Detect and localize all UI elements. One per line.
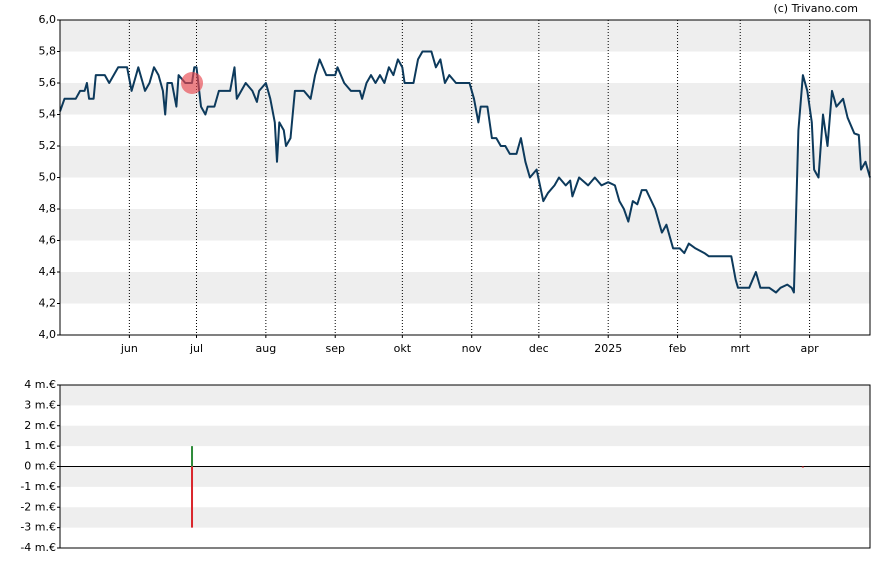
x-tick-label: jul <box>189 342 203 355</box>
y-tick-label: -4 m.€ <box>20 541 56 554</box>
grid-band <box>60 209 870 241</box>
y-tick-label: 5,2 <box>39 139 57 152</box>
copyright: (c) Trivano.com <box>773 2 858 15</box>
y-tick-label: -3 m.€ <box>20 521 56 534</box>
x-tick-label: dec <box>529 342 549 355</box>
price-line <box>59 50 871 294</box>
plot-frame <box>59 19 871 336</box>
y-tick-label: 4,8 <box>39 202 57 215</box>
marker <box>181 72 204 94</box>
y-tick-label: 5,4 <box>39 108 57 121</box>
x-tick-label: apr <box>800 342 819 355</box>
bar <box>801 466 804 468</box>
y-tick-label: 5,6 <box>39 76 57 89</box>
y-tick-label: 4 m.€ <box>24 378 56 391</box>
x-tick-label: nov <box>462 342 483 355</box>
bar <box>191 466 194 528</box>
y-tick-label: 4,4 <box>39 265 57 278</box>
x-tick-label: mrt <box>730 342 750 355</box>
x-tick-label: sep <box>325 342 344 355</box>
x-tick-label: jun <box>120 342 138 355</box>
y-tick-label: 4,6 <box>39 234 57 247</box>
x-tick-label: okt <box>394 342 412 355</box>
y-tick-label: 4,0 <box>39 328 57 341</box>
grid-band <box>60 20 870 52</box>
y-tick-label: 5,8 <box>39 45 57 58</box>
grid-band <box>60 425 870 447</box>
y-tick-label: 4,2 <box>39 297 57 310</box>
grid-band <box>60 507 870 528</box>
plot-frame <box>59 384 871 549</box>
y-tick-label: 5,0 <box>39 171 57 184</box>
y-tick-label: 3 m.€ <box>24 398 56 411</box>
x-tick-label: feb <box>669 342 687 355</box>
grid-band <box>60 466 870 487</box>
grid-band <box>60 385 870 406</box>
y-tick-label: -2 m.€ <box>20 500 56 513</box>
grid-band <box>60 83 870 115</box>
y-tick-label: 6,0 <box>39 13 57 26</box>
y-tick-label: 1 m.€ <box>24 439 56 452</box>
x-tick-label: 2025 <box>594 342 622 355</box>
y-tick-label: 2 m.€ <box>24 419 56 432</box>
bar <box>191 446 194 467</box>
y-tick-label: 0 m.€ <box>24 460 56 473</box>
y-tick-label: -1 m.€ <box>20 480 56 493</box>
x-tick-label: aug <box>256 342 277 355</box>
grid-band <box>60 146 870 178</box>
